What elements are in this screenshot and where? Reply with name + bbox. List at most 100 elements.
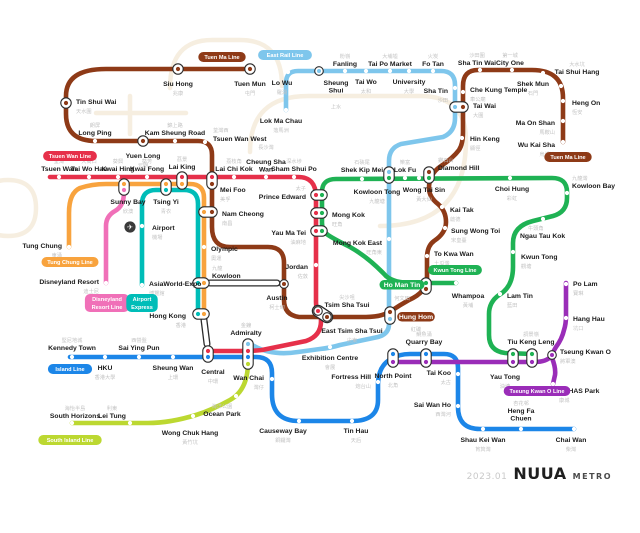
line-disneyland-resort-line — [103, 189, 127, 286]
badge-label: Tuen Ma Line — [204, 55, 239, 61]
line-dot-tm — [426, 169, 432, 175]
station-dot — [69, 354, 75, 360]
line-island-line — [67, 351, 577, 432]
line-dot-tm — [282, 282, 286, 286]
line-dot-tw — [313, 192, 319, 198]
station-label: Sheung Wan — [153, 365, 194, 372]
station-label-zh: 沙田 — [438, 97, 448, 104]
interchange-capsule — [383, 166, 395, 184]
station-label: Fortress Hill — [331, 374, 371, 381]
station-label-zh: 石硤尾 — [354, 158, 370, 166]
station-dot — [103, 280, 109, 286]
station-dot — [442, 225, 448, 231]
brand-name: NUUA — [513, 464, 567, 483]
line-dot-tc — [201, 209, 207, 215]
line-badge-disneyland-resort-line: Disneyland Resort Line — [84, 294, 130, 312]
interchange-capsule — [384, 306, 396, 325]
badge-pill — [428, 265, 482, 275]
station-label-zh: 荃灣西 — [213, 126, 229, 134]
station-label-zh: 康城 — [559, 396, 570, 404]
station-label-zh: 調景嶺 — [523, 330, 539, 338]
station-label: Tin Shui Wai — [76, 99, 117, 106]
line-dot-kt — [426, 175, 432, 181]
station-dot — [571, 426, 577, 432]
station-label-zh: 筲箕灣 — [475, 445, 491, 453]
line-badge-tsuen-wan-line: Tsuen Wan Line — [43, 151, 97, 161]
line-dot-tko — [529, 359, 535, 365]
station-label: Tai Wai — [473, 103, 496, 110]
line-dot-kt — [423, 280, 429, 286]
station-dot — [386, 236, 392, 242]
line-badge-kwun-tong-line: Kwun Tong Line — [428, 265, 482, 275]
line-dot-tko — [390, 359, 396, 365]
station-label-zh: 西營盤 — [131, 336, 147, 344]
line-dot-ae — [195, 280, 201, 286]
station-label: Kowloon Bay — [572, 183, 615, 190]
line-dot-il — [390, 351, 396, 357]
station-label-zh: 鑽石山 — [438, 156, 454, 164]
station-label: Sunny Bay — [110, 199, 145, 206]
station-label-zh: 元朗 — [138, 161, 148, 169]
station-dot — [540, 216, 546, 222]
station-dot — [66, 244, 72, 250]
station-tsuen-wan-west: Tsuen Wan West 荃灣西 — [202, 126, 267, 145]
line-dot-tw — [245, 348, 251, 354]
station-label-zh: 大圍 — [473, 111, 483, 119]
line-tseung-kwan-o-line — [390, 280, 569, 365]
line-dot-kt — [319, 228, 325, 234]
station-dot — [102, 354, 108, 360]
station-label: Whampoa — [452, 293, 485, 300]
station-label-zh: 美孚 — [220, 195, 230, 203]
station-label-zh: 柴灣 — [566, 445, 576, 453]
station-label: Sha Tin Wai — [458, 60, 496, 67]
station-dot — [563, 315, 569, 321]
station-dot — [558, 83, 564, 89]
station-dot — [460, 89, 466, 95]
badge-pill — [38, 435, 102, 445]
interchange-capsule — [198, 206, 218, 218]
station-label-zh: 錦上路 — [167, 121, 183, 129]
station-label-pill — [379, 280, 425, 290]
station-label: AsiaWorld-Expo — [149, 281, 201, 288]
station-dot — [480, 426, 486, 432]
station-label: Che Kung Temple — [470, 87, 527, 94]
station-label: Wong Chuk Hang — [162, 430, 219, 437]
station-label-zh: 奧運 — [211, 254, 221, 262]
station-label-zh: 坑口 — [573, 324, 583, 332]
station-label-zh: 太和 — [361, 87, 371, 95]
line-dot-tm — [209, 181, 215, 187]
line-dot-sil — [245, 361, 251, 367]
station-label: Lai King — [169, 164, 196, 171]
station-label: Tai Wo — [355, 79, 377, 86]
station-label: Lok Fu — [394, 167, 416, 174]
station-label: Chai Wan — [556, 437, 587, 444]
line-dot-tw — [205, 348, 211, 354]
station-label: Po Lam — [573, 281, 598, 288]
station-label-zh: 第一城 — [502, 51, 518, 59]
station-label-zh: 荔景 — [177, 155, 187, 163]
map-brand-logo: 2023.01 NUUA METRO — [467, 464, 612, 483]
station-label: Exhibition Centre — [302, 355, 358, 362]
station-label: Kwun Tong — [521, 254, 558, 261]
station-label: Fanling — [333, 61, 357, 68]
station-dot — [139, 282, 145, 288]
station-label: Choi Hung — [495, 186, 529, 193]
